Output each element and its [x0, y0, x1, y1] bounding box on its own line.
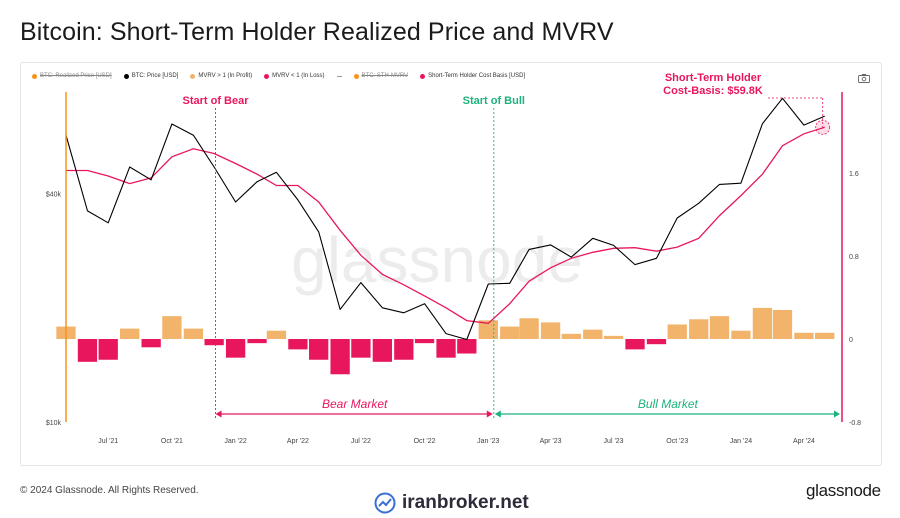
mvrv-profit-bar [731, 330, 751, 339]
legend-swatch [336, 75, 342, 77]
chart-legend: BTC: Realized Price [USD] BTC: Price [USD… [32, 73, 525, 79]
chart-card [20, 62, 882, 466]
legend-label: MVRV < 1 (In Loss) [272, 73, 325, 79]
legend-item[interactable]: MVRV > 1 (In Profit) [190, 73, 252, 79]
bear-range-arrow-left-arrowhead [215, 410, 222, 418]
legend-swatch [123, 73, 129, 79]
x-tick-label: Oct '22 [414, 438, 436, 445]
mvrv-profit-bar [815, 332, 835, 339]
left-tick-label: $40k [46, 192, 62, 199]
legend-item[interactable] [336, 75, 342, 77]
legend-swatch [190, 73, 196, 79]
x-tick-label: Jan '22 [224, 438, 246, 445]
brand-logo[interactable]: glassnode [806, 481, 881, 500]
legend-swatch [420, 73, 426, 79]
x-tick-label: Oct '21 [161, 438, 183, 445]
cost-basis-line [66, 126, 825, 324]
mvrv-profit-bar [772, 309, 793, 339]
mvrv-loss-bar [247, 339, 267, 344]
mvrv-profit-bar [583, 329, 603, 339]
bear-range-arrow-right-arrowhead [486, 410, 493, 418]
camera-icon[interactable] [858, 74, 870, 83]
mvrv-loss-bar [457, 339, 477, 354]
legend-label: MVRV > 1 (In Profit) [198, 73, 253, 79]
right-tick-label: -0.8 [849, 420, 861, 427]
mvrv-loss-bar [288, 339, 308, 350]
x-tick-label: Apr '22 [287, 438, 309, 445]
mvrv-loss-bar [372, 339, 393, 362]
legend-label: BTC: Price [USD] [131, 73, 179, 79]
mvrv-profit-bar [183, 328, 204, 339]
x-tick-label: Jan '24 [730, 438, 752, 445]
legend-item[interactable]: BTC: Price [USD] [123, 73, 179, 79]
legend-label: BTC: STH-MVRV [361, 73, 409, 79]
legend-item[interactable]: BTC: Realized Price [USD] [32, 73, 112, 79]
mvrv-loss-bar [625, 339, 645, 350]
sth-highlight-circle [815, 119, 831, 135]
mvrv-profit-bar [689, 319, 709, 339]
sth-label-line1: Short-Term Holder [665, 72, 762, 84]
mvrv-loss-bar [351, 339, 371, 358]
mvrv-profit-bar [603, 335, 624, 339]
bull-range-arrow-left-arrowhead [494, 410, 501, 418]
x-tick-label: Oct '23 [666, 438, 688, 445]
x-tick-label: Jul '23 [604, 438, 624, 445]
mvrv-profit-bar [120, 328, 140, 339]
x-tick-label: Apr '23 [540, 438, 562, 445]
left-tick-label: $10k [46, 420, 62, 427]
page-title: Bitcoin: Short-Term Holder Realized Pric… [20, 18, 614, 46]
mvrv-loss-bar [436, 339, 456, 358]
mvrv-loss-bar [646, 339, 667, 345]
mvrv-loss-bar [330, 339, 350, 375]
mvrv-profit-bar [266, 330, 287, 339]
mvrv-loss-bar [309, 339, 329, 360]
start-of-bull-label: Start of Bull [463, 95, 525, 107]
price-line [65, 97, 825, 341]
legend-swatch [264, 73, 270, 79]
mvrv-profit-bar [667, 324, 687, 339]
mvrv-loss-bar [77, 339, 98, 362]
mvrv-loss-bar [141, 339, 161, 348]
mvrv-profit-bar [561, 333, 581, 339]
mvrv-profit-bar [540, 322, 561, 339]
site-name: iranbroker.net [402, 492, 529, 513]
site-watermark: iranbroker.net [374, 492, 529, 514]
bull-market-label: Bull Market [638, 397, 699, 411]
chart-watermark: glassnode [291, 224, 583, 296]
legend-item[interactable]: MVRV < 1 (In Loss) [264, 73, 325, 79]
x-tick-label: Jan '23 [477, 438, 499, 445]
legend-label: Short-Term Holder Cost Basis [USD] [428, 73, 526, 79]
mvrv-loss-bar [204, 339, 224, 346]
trend-logo-icon [374, 492, 396, 514]
legend-label: BTC: Realized Price [USD] [40, 73, 112, 79]
mvrv-loss-bar [394, 339, 414, 360]
mvrv-profit-bar [500, 326, 520, 339]
sth-label-line2: Cost-Basis: $59.8K [663, 85, 763, 97]
mvrv-profit-bar [162, 316, 182, 339]
mvrv-profit-bar [478, 320, 498, 339]
x-tick-label: Apr '24 [793, 438, 815, 445]
legend-swatch [32, 73, 37, 79]
copyright-text: © 2024 Glassnode. All Rights Reserved. [20, 485, 199, 496]
mvrv-loss-bar [98, 339, 118, 360]
x-tick-label: Jul '21 [98, 438, 118, 445]
right-tick-label: 1.6 [849, 171, 859, 178]
legend-swatch [353, 73, 359, 79]
right-tick-label: 0 [849, 337, 853, 344]
right-tick-label: 0.8 [849, 254, 859, 261]
legend-item[interactable]: Short-Term Holder Cost Basis [USD] [420, 73, 525, 79]
bull-range-arrow-right-arrowhead [834, 410, 840, 418]
legend-item[interactable]: BTC: STH-MVRV [353, 73, 409, 79]
mvrv-profit-bar [752, 307, 773, 339]
mvrv-profit-bar [519, 318, 539, 339]
mvrv-profit-bar [709, 316, 730, 339]
mvrv-profit-bar [794, 332, 814, 339]
bear-market-label: Bear Market [322, 397, 388, 411]
mvrv-loss-bar [225, 339, 246, 358]
mvrv-loss-bar [414, 339, 435, 344]
start-of-bear-label: Start of Bear [183, 95, 250, 107]
x-tick-label: Jul '22 [351, 438, 371, 445]
